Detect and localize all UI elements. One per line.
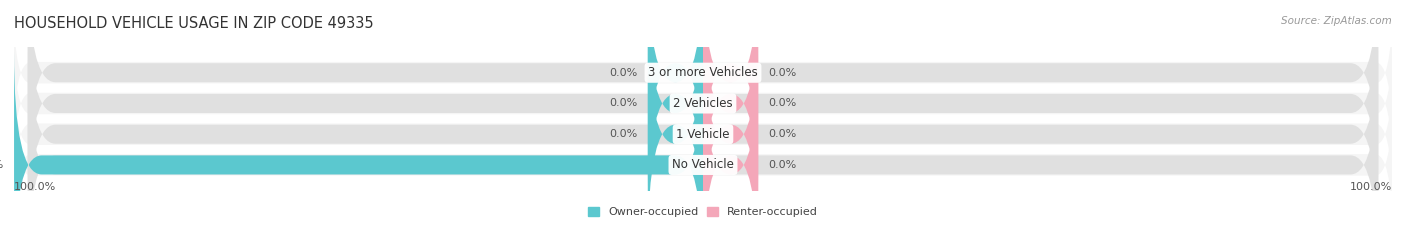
Text: 0.0%: 0.0% (769, 68, 797, 78)
FancyBboxPatch shape (703, 51, 758, 233)
Text: 100.0%: 100.0% (14, 182, 56, 192)
FancyBboxPatch shape (28, 51, 1378, 233)
FancyBboxPatch shape (703, 0, 758, 217)
Text: 0.0%: 0.0% (769, 99, 797, 109)
FancyBboxPatch shape (648, 21, 703, 233)
Text: 0.0%: 0.0% (609, 129, 637, 139)
Text: 100.0%: 100.0% (0, 160, 4, 170)
FancyBboxPatch shape (28, 0, 1378, 186)
FancyBboxPatch shape (648, 0, 703, 217)
Text: 0.0%: 0.0% (609, 99, 637, 109)
FancyBboxPatch shape (28, 0, 1378, 217)
FancyBboxPatch shape (14, 37, 1392, 170)
Legend: Owner-occupied, Renter-occupied: Owner-occupied, Renter-occupied (588, 207, 818, 217)
FancyBboxPatch shape (14, 51, 703, 233)
Text: 0.0%: 0.0% (609, 68, 637, 78)
FancyBboxPatch shape (703, 21, 758, 233)
Text: 2 Vehicles: 2 Vehicles (673, 97, 733, 110)
Text: No Vehicle: No Vehicle (672, 158, 734, 171)
Text: 0.0%: 0.0% (769, 160, 797, 170)
FancyBboxPatch shape (703, 0, 758, 186)
Text: 1 Vehicle: 1 Vehicle (676, 128, 730, 141)
FancyBboxPatch shape (28, 21, 1378, 233)
Text: Source: ZipAtlas.com: Source: ZipAtlas.com (1281, 16, 1392, 26)
FancyBboxPatch shape (14, 99, 1392, 231)
Text: 0.0%: 0.0% (769, 129, 797, 139)
FancyBboxPatch shape (648, 0, 703, 186)
Text: HOUSEHOLD VEHICLE USAGE IN ZIP CODE 49335: HOUSEHOLD VEHICLE USAGE IN ZIP CODE 4933… (14, 16, 374, 31)
FancyBboxPatch shape (14, 7, 1392, 139)
Text: 3 or more Vehicles: 3 or more Vehicles (648, 66, 758, 79)
FancyBboxPatch shape (14, 68, 1392, 200)
Text: 100.0%: 100.0% (1350, 182, 1392, 192)
